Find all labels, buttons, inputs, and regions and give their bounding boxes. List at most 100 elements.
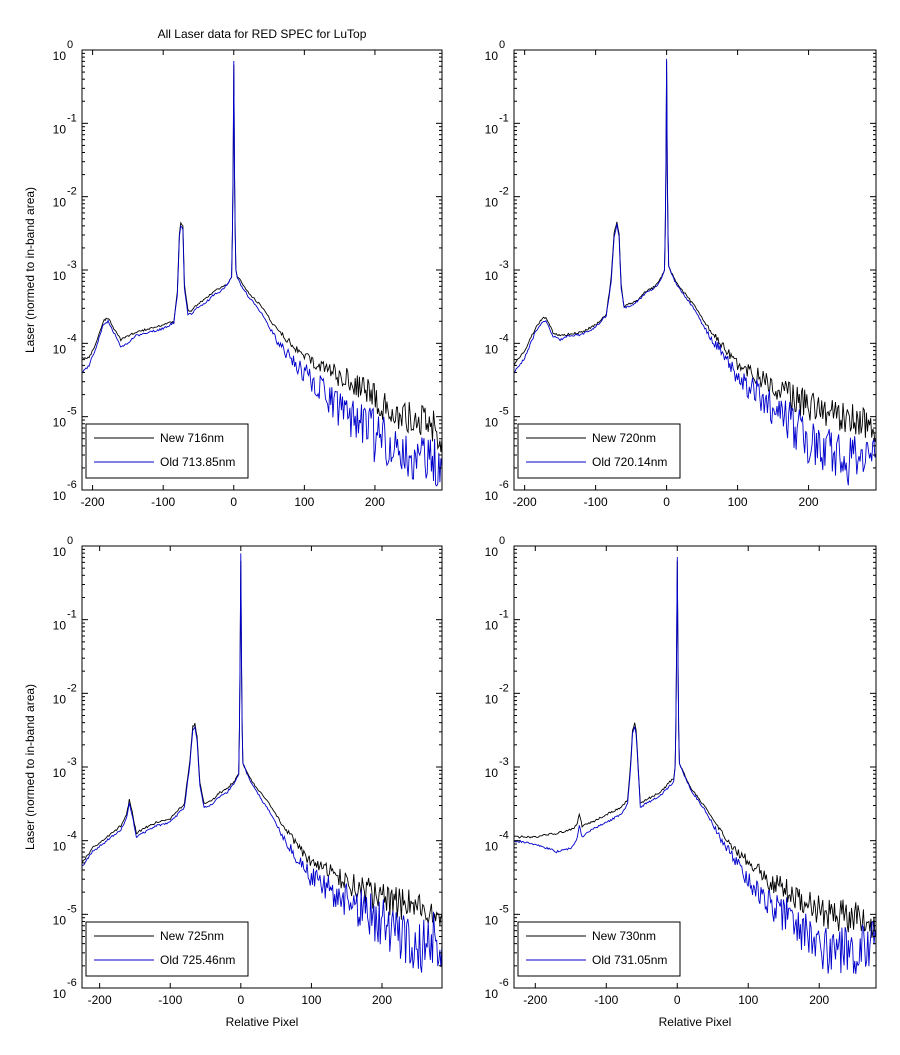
y-tick-exponent: 0 xyxy=(67,39,73,51)
series-line-old xyxy=(82,553,442,973)
y-tick-label: 10 xyxy=(53,196,67,210)
y-tick-label: 10 xyxy=(485,913,499,927)
y-tick-label: 10 xyxy=(53,269,67,283)
y-tick-label: 10 xyxy=(53,416,67,430)
y-tick-exponent: -1 xyxy=(67,609,77,621)
y-tick-exponent: -4 xyxy=(67,332,77,344)
y-tick-label: 10 xyxy=(485,416,499,430)
legend-entry: New 730nm xyxy=(592,929,656,943)
y-tick-label: 10 xyxy=(485,766,499,780)
chart-panel-2: -200 -100 0 100 20010010-110-210-310-410-510… xyxy=(485,39,877,509)
legend-entry: Old 731.05nm xyxy=(592,953,667,967)
x-tick-label: 200 xyxy=(372,993,392,1007)
y-tick-exponent: 0 xyxy=(499,535,505,547)
y-tick-exponent: 0 xyxy=(499,39,505,51)
y-tick-exponent: -1 xyxy=(67,112,77,124)
y-tick-label: 10 xyxy=(53,342,67,356)
legend-entry: Old 725.46nm xyxy=(160,953,235,967)
legend-entry: Old 720.14nm xyxy=(592,455,667,469)
x-tick-label: 0 xyxy=(674,993,681,1007)
x-tick-label: 100 xyxy=(301,993,321,1007)
series-line-new xyxy=(82,560,442,925)
y-axis-label: Laser (normed to in-band area) xyxy=(23,187,37,353)
y-tick-label: 10 xyxy=(53,913,67,927)
legend-box xyxy=(85,921,249,977)
chart-panel-1: -200 -100 0 100 20010010-110-210-310-410-510… xyxy=(23,39,443,509)
y-tick-label: 10 xyxy=(53,545,67,559)
y-tick-exponent: -5 xyxy=(67,903,77,915)
chart-panel-4: -200 -100 0 100 20010010-110-210-310-410-510… xyxy=(485,535,877,1029)
legend-entry: New 720nm xyxy=(592,431,656,445)
x-tick-label: 100 xyxy=(738,993,758,1007)
x-tick-label: -200 xyxy=(513,495,537,509)
x-tick-label: 0 xyxy=(237,993,244,1007)
y-axis-label: Laser (normed to in-band area) xyxy=(23,684,37,850)
x-tick-label: -100 xyxy=(594,993,618,1007)
legend-box xyxy=(517,423,681,479)
y-tick-exponent: -3 xyxy=(499,756,509,768)
series-line-old xyxy=(514,556,876,975)
y-tick-label: 10 xyxy=(53,489,67,503)
y-tick-label: 10 xyxy=(485,196,499,210)
y-tick-exponent: 0 xyxy=(67,535,73,547)
y-tick-exponent: -6 xyxy=(67,479,77,491)
y-tick-label: 10 xyxy=(53,692,67,706)
y-tick-exponent: -6 xyxy=(499,977,509,989)
y-tick-exponent: -3 xyxy=(499,259,509,271)
y-tick-exponent: -6 xyxy=(67,977,77,989)
x-axis-label: Relative Pixel xyxy=(226,1015,299,1029)
y-tick-label: 10 xyxy=(53,840,67,854)
figure-title: All Laser data for RED SPEC for LuTop xyxy=(158,27,367,41)
y-tick-exponent: -2 xyxy=(499,682,509,694)
x-tick-label: -100 xyxy=(158,993,182,1007)
series-line-old xyxy=(514,58,876,486)
x-tick-label: 200 xyxy=(809,993,829,1007)
y-tick-label: 10 xyxy=(485,122,499,136)
y-tick-exponent: -6 xyxy=(499,479,509,491)
x-tick-label: -200 xyxy=(81,495,105,509)
y-tick-label: 10 xyxy=(485,987,499,1001)
y-tick-exponent: -4 xyxy=(499,332,509,344)
x-tick-label: -200 xyxy=(523,993,547,1007)
x-tick-label: -200 xyxy=(88,993,112,1007)
series-line-new xyxy=(514,560,876,938)
legend-box xyxy=(517,921,681,977)
y-tick-exponent: -5 xyxy=(499,903,509,915)
y-tick-exponent: -1 xyxy=(499,609,509,621)
series-line-old xyxy=(82,60,442,487)
y-tick-label: 10 xyxy=(53,122,67,136)
y-tick-exponent: -1 xyxy=(499,112,509,124)
y-tick-exponent: -3 xyxy=(67,259,77,271)
y-tick-exponent: -2 xyxy=(67,186,77,198)
y-tick-exponent: -4 xyxy=(499,830,509,842)
x-tick-label: -100 xyxy=(151,495,175,509)
x-tick-label: 0 xyxy=(663,495,670,509)
y-tick-exponent: -3 xyxy=(67,756,77,768)
legend-entry: New 716nm xyxy=(160,431,224,445)
series-line-new xyxy=(82,64,442,453)
y-tick-label: 10 xyxy=(485,269,499,283)
chart-panel-3: -200 -100 0 100 20010010-110-210-310-410-510… xyxy=(23,535,443,1029)
legend-box xyxy=(85,423,249,479)
y-tick-label: 10 xyxy=(53,987,67,1001)
y-tick-exponent: -4 xyxy=(67,830,77,842)
x-tick-label: 100 xyxy=(294,495,314,509)
x-tick-label: -100 xyxy=(584,495,608,509)
x-tick-label: 100 xyxy=(728,495,748,509)
x-tick-label: 0 xyxy=(230,495,237,509)
y-tick-label: 10 xyxy=(53,766,67,780)
y-tick-label: 10 xyxy=(485,49,499,63)
y-tick-label: 10 xyxy=(485,489,499,503)
series-line-new xyxy=(514,60,876,442)
x-tick-label: 200 xyxy=(799,495,819,509)
y-tick-exponent: -5 xyxy=(499,406,509,418)
y-tick-label: 10 xyxy=(485,342,499,356)
y-tick-label: 10 xyxy=(485,692,499,706)
y-tick-label: 10 xyxy=(485,619,499,633)
x-axis-label: Relative Pixel xyxy=(659,1015,732,1029)
y-tick-exponent: -2 xyxy=(499,186,509,198)
x-tick-label: 200 xyxy=(365,495,385,509)
y-tick-label: 10 xyxy=(485,545,499,559)
